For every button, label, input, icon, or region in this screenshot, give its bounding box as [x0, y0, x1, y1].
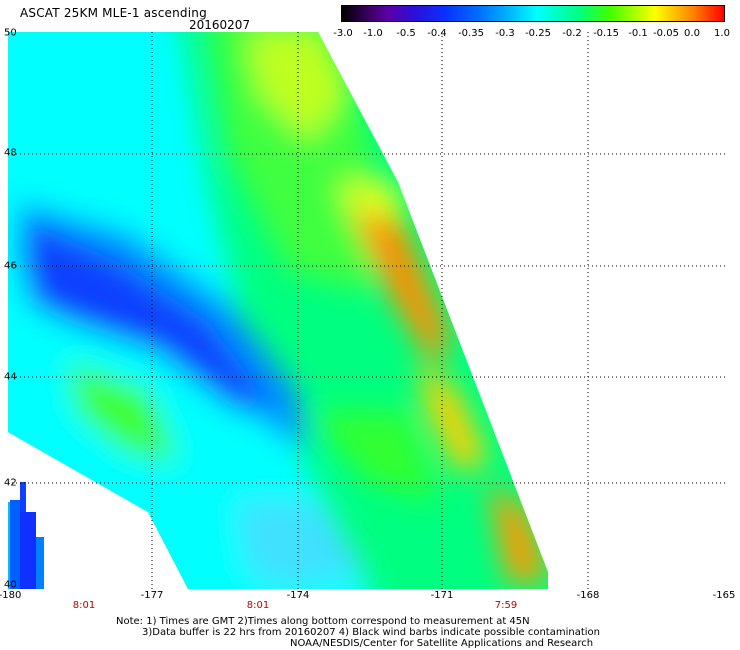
swath-fragment [8, 482, 44, 589]
note-line-1: Note: 1) Times are GMT 2)Times along bot… [116, 616, 530, 627]
y-tick-label: 40 [4, 579, 17, 591]
colorbar-tick: -0.15 [593, 28, 619, 39]
note-line-2: 3)Data buffer is 22 hrs from 20160207 4)… [142, 627, 600, 638]
graticule [8, 32, 726, 589]
colorbar-tick: -0.3 [495, 28, 515, 39]
x-tick-label: -165 [712, 590, 736, 601]
mle-swath-map [8, 32, 726, 589]
colorbar-tick: 1.0 [714, 28, 730, 39]
y-tick-label: 42 [4, 477, 17, 489]
y-tick-label: 48 [4, 147, 17, 159]
x-tick-label: -177 [140, 590, 164, 601]
time-label: 8:01 [72, 600, 96, 611]
map-title: ASCAT 25KM MLE-1 ascending [20, 6, 207, 20]
colorbar-tick: 0.0 [684, 28, 700, 39]
colorbar-tick: -0.25 [525, 28, 551, 39]
colorbar-tick: -0.1 [628, 28, 648, 39]
colorbar-tick: -0.2 [562, 28, 582, 39]
time-label: 8:01 [246, 600, 270, 611]
colorbar-tick: -0.35 [458, 28, 484, 39]
colorbar-tick: -0.05 [653, 28, 679, 39]
y-tick-label: 50 [4, 27, 17, 39]
x-tick-label: -174 [286, 590, 310, 601]
colorbar-tick: -1.0 [363, 28, 383, 39]
colorbar-tick: -0.5 [396, 28, 416, 39]
x-tick-label: -168 [576, 590, 600, 601]
x-tick-label: -180 [0, 590, 22, 601]
colorbar-tick: -0.4 [427, 28, 447, 39]
map-date: 20160207 [189, 18, 251, 32]
credit-line: NOAA/NESDIS/Center for Satellite Applica… [290, 638, 594, 649]
y-tick-label: 46 [4, 260, 17, 272]
x-tick-label: -171 [430, 590, 454, 601]
swath-field [8, 32, 548, 589]
colorbar [341, 5, 725, 22]
time-label: 7:59 [494, 600, 518, 611]
colorbar-tick: -3.0 [333, 28, 353, 39]
y-tick-label: 44 [4, 371, 17, 383]
